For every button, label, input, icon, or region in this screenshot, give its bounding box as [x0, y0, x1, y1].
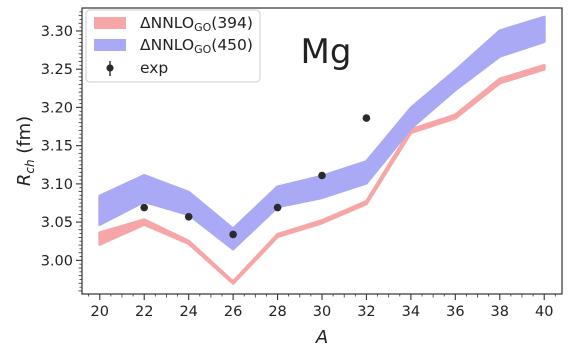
legend-label-exp: exp — [140, 59, 168, 77]
legend-swatch-394 — [94, 17, 126, 29]
y-axis-title-main: R — [14, 174, 35, 187]
y-axis-title: Rch (fm) — [14, 116, 37, 186]
legend-box — [85, 9, 261, 83]
exp-point-24 — [184, 213, 193, 221]
exp-point-28 — [273, 203, 282, 212]
x-tick-label-36: 36 — [446, 304, 464, 320]
legend-swatch-450 — [94, 39, 126, 51]
legend: ΔNNLOGO(394) ΔNNLOGO(450) exp — [85, 9, 261, 83]
x-tick-label-34: 34 — [402, 304, 420, 320]
y-tick-label-3.10: 3.10 — [41, 177, 73, 193]
x-tick-label-32: 32 — [357, 304, 375, 320]
y-tick-label-3.25: 3.25 — [41, 62, 73, 78]
exp-point-26 — [229, 230, 237, 239]
y-tick-label-3.05: 3.05 — [41, 215, 73, 231]
legend-exp-marker — [106, 64, 114, 72]
legend-label-394: ΔNNLOGO(394) — [140, 14, 253, 34]
x-tick-label-22: 22 — [135, 304, 153, 320]
y-tick-label-3.00: 3.00 — [41, 253, 73, 269]
legend-label-450: ΔNNLOGO(450) — [140, 36, 253, 56]
x-tick-label-38: 38 — [491, 304, 509, 320]
y-tick-label-3.20: 3.20 — [41, 100, 73, 116]
y-tick-label-3.30: 3.30 — [41, 24, 73, 40]
x-tick-label-30: 30 — [313, 304, 331, 320]
band-394 — [98, 63, 546, 285]
y-axis-title-unit: (fm) — [14, 116, 35, 160]
y-tick-label-3.15: 3.15 — [41, 139, 73, 155]
band-450 — [98, 15, 546, 251]
x-tick-label-40: 40 — [535, 304, 553, 320]
exp-point-22 — [140, 203, 148, 212]
x-ticks: 20 22 24 26 28 30 32 34 36 38 40 — [88, 294, 556, 320]
annotation-mg: Mg — [301, 32, 352, 72]
x-tick-label-20: 20 — [91, 304, 109, 320]
x-tick-label-28: 28 — [268, 304, 286, 320]
y-axis-title-sub: ch — [23, 159, 37, 173]
x-tick-label-26: 26 — [224, 304, 242, 320]
x-tick-label-24: 24 — [179, 304, 197, 320]
exp-point-32 — [362, 114, 371, 122]
x-axis-title: A — [315, 327, 328, 347]
exp-points — [140, 114, 371, 239]
bands — [98, 15, 546, 285]
exp-point-30 — [318, 171, 326, 180]
y-ticks: 3.00 3.05 3.10 3.15 3.20 3.25 3.30 — [41, 11, 82, 292]
